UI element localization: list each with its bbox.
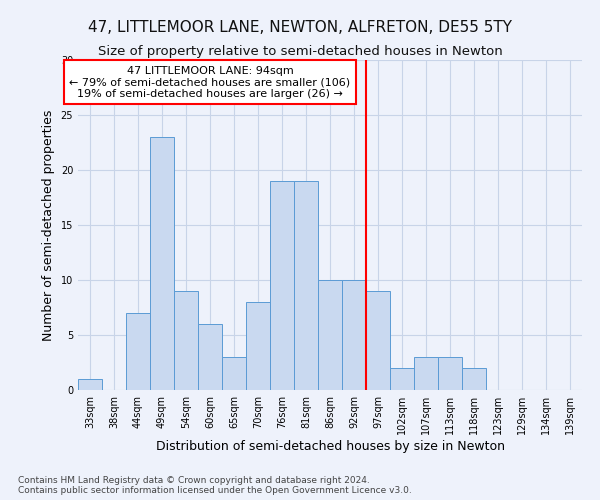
Bar — [150, 137, 174, 390]
Bar — [366, 291, 390, 390]
Text: Contains HM Land Registry data © Crown copyright and database right 2024.
Contai: Contains HM Land Registry data © Crown c… — [18, 476, 412, 495]
Bar — [246, 302, 270, 390]
Bar — [462, 368, 486, 390]
Text: 47 LITTLEMOOR LANE: 94sqm
← 79% of semi-detached houses are smaller (106)
19% of: 47 LITTLEMOOR LANE: 94sqm ← 79% of semi-… — [70, 66, 350, 98]
Bar — [414, 357, 438, 390]
Bar — [318, 280, 342, 390]
Bar — [174, 291, 198, 390]
Bar — [390, 368, 414, 390]
Y-axis label: Number of semi-detached properties: Number of semi-detached properties — [42, 110, 55, 340]
Bar — [342, 280, 366, 390]
Bar — [126, 313, 150, 390]
Bar — [438, 357, 462, 390]
X-axis label: Distribution of semi-detached houses by size in Newton: Distribution of semi-detached houses by … — [155, 440, 505, 452]
Text: Size of property relative to semi-detached houses in Newton: Size of property relative to semi-detach… — [98, 45, 502, 58]
Bar — [198, 324, 222, 390]
Bar — [270, 181, 294, 390]
Bar — [222, 357, 246, 390]
Text: 47, LITTLEMOOR LANE, NEWTON, ALFRETON, DE55 5TY: 47, LITTLEMOOR LANE, NEWTON, ALFRETON, D… — [88, 20, 512, 35]
Bar — [294, 181, 318, 390]
Bar — [78, 379, 102, 390]
